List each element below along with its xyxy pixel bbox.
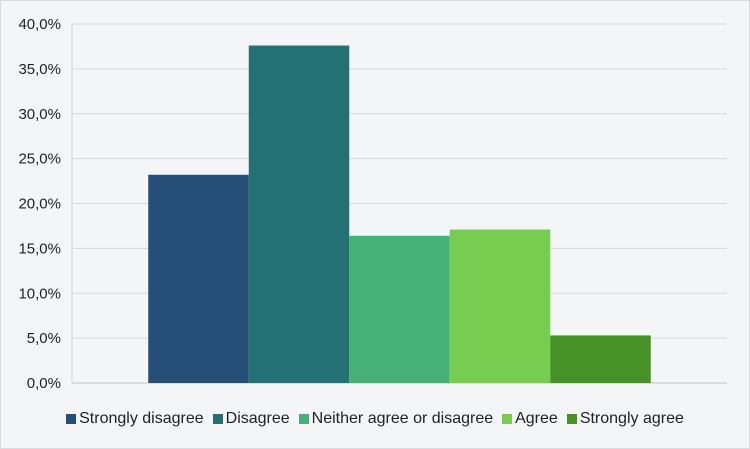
y-tick-label: 0,0% — [27, 375, 61, 392]
y-tick-label: 15,0% — [18, 240, 61, 257]
legend: Strongly disagree Disagree Neither agree o… — [0, 410, 750, 428]
legend-label: Disagree — [225, 410, 290, 427]
legend-item: Neither agree or disagree — [298, 410, 494, 428]
y-tick-label: 40,0% — [18, 16, 61, 33]
legend-item: Strongly agree — [566, 410, 684, 428]
legend-label: Neither agree or disagree — [311, 410, 494, 427]
bar-strongly-agree — [550, 335, 651, 383]
y-tick-label: 35,0% — [18, 61, 61, 78]
legend-label: Strongly disagree — [79, 410, 204, 427]
legend-item: Strongly disagree — [66, 410, 204, 428]
legend-swatch — [66, 414, 77, 424]
y-tick-label: 20,0% — [18, 196, 61, 213]
legend-item: Disagree — [212, 410, 290, 428]
legend-swatch — [566, 414, 577, 424]
y-tick-label: 10,0% — [18, 285, 61, 302]
legend-label: Agree — [515, 410, 558, 427]
legend-swatch — [298, 414, 309, 424]
bar-agree — [449, 229, 551, 383]
y-tick-label: 25,0% — [18, 151, 61, 168]
legend-swatch — [502, 414, 513, 424]
y-tick-label: 30,0% — [18, 106, 61, 123]
bars — [148, 45, 651, 383]
bar-strongly-disagree — [148, 174, 249, 383]
legend-swatch — [212, 414, 223, 424]
y-tick-label: 5,0% — [27, 330, 61, 347]
bar-neither-agree-or-disagree — [349, 235, 450, 383]
bar-disagree — [248, 45, 350, 383]
legend-item: Agree — [502, 410, 558, 428]
y-axis: 0,0% 5,0% 10,0% 15,0% 20,0% 25,0% 30,0% 35,0% 40… — [18, 16, 73, 392]
legend-label: Strongly agree — [579, 410, 684, 427]
